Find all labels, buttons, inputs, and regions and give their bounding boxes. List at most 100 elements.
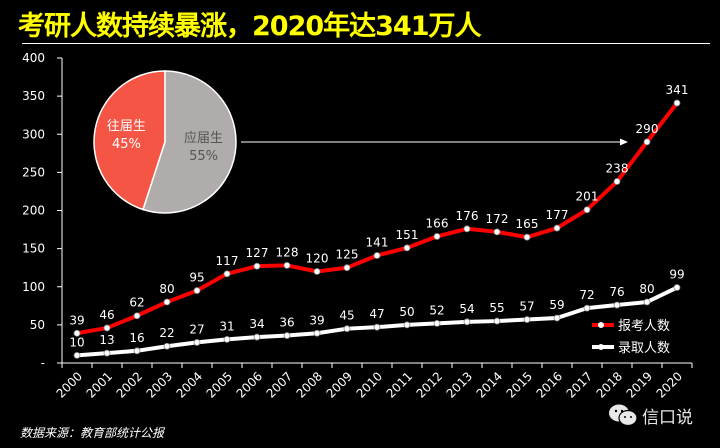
y-tick-label: 350 bbox=[22, 89, 45, 103]
data-label: 59 bbox=[549, 298, 564, 312]
y-tick-label: 50 bbox=[30, 318, 45, 332]
data-label: 341 bbox=[666, 83, 689, 97]
data-point bbox=[73, 351, 81, 359]
x-tick-label: 2014 bbox=[474, 369, 505, 400]
pie-percent: 55% bbox=[189, 149, 218, 164]
data-label: 99 bbox=[669, 268, 684, 282]
data-point bbox=[133, 312, 141, 320]
pie-slice-1 bbox=[142, 70, 237, 214]
legend-label: 报考人数 bbox=[618, 319, 670, 334]
data-point bbox=[553, 224, 561, 232]
x-tick-label: 2012 bbox=[414, 369, 445, 400]
data-point bbox=[313, 268, 321, 275]
data-label: 50 bbox=[399, 305, 414, 319]
y-tick-label: - bbox=[41, 356, 45, 370]
data-point bbox=[343, 325, 351, 333]
x-tick-label: 2003 bbox=[144, 369, 175, 400]
data-label: 47 bbox=[369, 307, 384, 321]
data-label: 62 bbox=[129, 296, 144, 310]
data-label: 176 bbox=[456, 209, 479, 223]
data-point bbox=[613, 178, 621, 185]
pie-percent: 45% bbox=[112, 137, 141, 152]
x-tick-label: 2019 bbox=[624, 369, 655, 400]
data-label: 16 bbox=[129, 331, 144, 345]
legend-label: 录取人数 bbox=[618, 341, 670, 356]
data-label: 57 bbox=[519, 300, 534, 314]
x-tick-label: 2004 bbox=[174, 369, 205, 400]
data-label: 80 bbox=[639, 282, 654, 296]
x-tick-label: 2002 bbox=[114, 369, 145, 400]
wechat-icon bbox=[609, 404, 638, 427]
data-label: 127 bbox=[246, 246, 269, 260]
x-tick-label: 2013 bbox=[444, 369, 475, 400]
data-point bbox=[163, 298, 171, 306]
watermark: 信口说 bbox=[608, 402, 693, 428]
x-tick-label: 2020 bbox=[654, 369, 685, 400]
data-point bbox=[493, 317, 501, 325]
chart-title: 考研人数持续暴涨，2020年达341万人 bbox=[18, 11, 482, 42]
data-label: 45 bbox=[339, 309, 354, 323]
data-label: 201 bbox=[576, 190, 599, 204]
data-point bbox=[253, 262, 261, 270]
data-label: 22 bbox=[159, 326, 174, 340]
data-point bbox=[133, 347, 141, 355]
data-label: 46 bbox=[99, 308, 114, 322]
data-label: 13 bbox=[99, 333, 114, 347]
x-tick-label: 2005 bbox=[204, 369, 235, 400]
data-label: 238 bbox=[606, 162, 629, 176]
data-point bbox=[283, 332, 291, 339]
x-tick-label: 2009 bbox=[324, 369, 355, 400]
arrow-head-icon bbox=[620, 138, 628, 146]
data-point bbox=[643, 138, 651, 146]
x-tick-label: 2008 bbox=[294, 369, 325, 400]
data-label: 52 bbox=[429, 303, 444, 317]
data-point bbox=[493, 228, 501, 236]
data-label: 128 bbox=[276, 245, 299, 259]
data-label: 177 bbox=[546, 208, 569, 222]
data-point bbox=[343, 264, 351, 272]
legend-marker bbox=[598, 322, 604, 328]
data-point bbox=[373, 323, 381, 331]
x-tick-label: 2007 bbox=[264, 369, 295, 400]
data-point bbox=[523, 316, 531, 323]
data-label: 151 bbox=[396, 228, 419, 242]
data-label: 80 bbox=[159, 282, 174, 296]
data-point bbox=[403, 321, 411, 329]
data-label: 10 bbox=[69, 335, 84, 349]
data-point bbox=[103, 324, 111, 332]
data-point bbox=[583, 304, 591, 312]
y-tick-label: 300 bbox=[22, 127, 45, 141]
data-point bbox=[253, 333, 261, 341]
x-tick-label: 2010 bbox=[354, 369, 385, 400]
data-label: 141 bbox=[366, 235, 389, 249]
title-divider bbox=[22, 43, 710, 44]
x-tick-label: 2001 bbox=[84, 369, 115, 400]
data-label: 27 bbox=[189, 322, 204, 336]
x-tick-label: 2006 bbox=[234, 369, 265, 400]
y-tick-label: 150 bbox=[22, 242, 45, 256]
data-point bbox=[433, 233, 441, 240]
x-tick-label: 2015 bbox=[504, 369, 535, 400]
data-label: 31 bbox=[219, 319, 234, 333]
data-point bbox=[223, 335, 231, 343]
data-point bbox=[673, 99, 681, 107]
watermark-text: 信口说 bbox=[642, 407, 693, 428]
data-label: 34 bbox=[249, 317, 264, 331]
data-label: 39 bbox=[69, 313, 84, 327]
data-label: 55 bbox=[489, 301, 504, 315]
data-label: 39 bbox=[309, 313, 324, 327]
data-point bbox=[613, 301, 621, 309]
data-point bbox=[313, 329, 321, 337]
data-label: 166 bbox=[426, 216, 449, 230]
data-source-note: 数据来源：教育部统计公报 bbox=[20, 426, 165, 440]
data-point bbox=[523, 233, 531, 241]
data-label: 165 bbox=[516, 217, 539, 231]
data-point bbox=[163, 342, 171, 350]
data-point bbox=[643, 298, 651, 306]
data-point bbox=[193, 339, 201, 346]
data-label: 172 bbox=[486, 212, 509, 226]
data-label: 95 bbox=[189, 271, 204, 285]
data-point bbox=[463, 225, 471, 233]
legend-marker bbox=[598, 344, 604, 350]
data-point bbox=[433, 319, 441, 327]
